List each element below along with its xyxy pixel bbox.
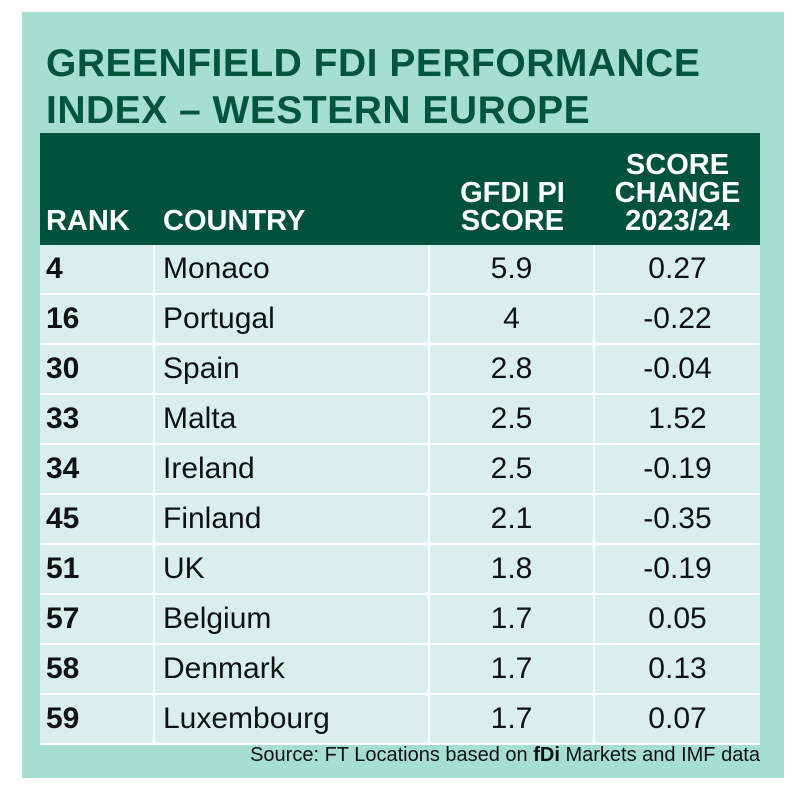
table-cell: 59 xyxy=(40,695,155,745)
table-row: 34 Ireland 2.5 -0.19 xyxy=(40,445,760,495)
table-row: 51 UK 1.8 -0.19 xyxy=(40,545,760,595)
table-cell: 33 xyxy=(40,395,155,445)
table-row: 57 Belgium 1.7 0.05 xyxy=(40,595,760,645)
table-cell: 2.1 xyxy=(430,495,595,545)
table-cell: 2.8 xyxy=(430,345,595,395)
table-cell: -0.22 xyxy=(595,295,760,345)
source-text: Source: FT Locations based on xyxy=(250,744,528,766)
table-row: 59 Luxembourg 1.7 0.07 xyxy=(40,695,760,745)
header-cell: SCORE CHANGE 2023/24 xyxy=(614,149,741,237)
source-text: Markets and IMF data xyxy=(565,744,760,766)
table-cell: 1.52 xyxy=(595,395,760,445)
table-cell: 1.8 xyxy=(430,545,595,595)
table-cell: -0.04 xyxy=(595,345,760,395)
table-cell: Finland xyxy=(155,495,430,545)
table-cell: 1.7 xyxy=(430,695,595,745)
table-cell: Spain xyxy=(155,345,430,395)
table-row: 58 Denmark 1.7 0.13 xyxy=(40,645,760,695)
table-row: 45 Finland 2.1 -0.35 xyxy=(40,495,760,545)
table-cell: Luxembourg xyxy=(155,695,430,745)
table-cell: Ireland xyxy=(155,445,430,495)
table-cell: UK xyxy=(155,545,430,595)
table-cell: 0.13 xyxy=(595,645,760,695)
table-cell: 45 xyxy=(40,495,155,545)
table-cell: Portugal xyxy=(155,295,430,345)
table-cell: 4 xyxy=(40,245,155,295)
table: RANK COUNTRY GFDI PI SCORE SCORE CHANGE … xyxy=(40,133,760,745)
table-row: 4 Monaco 5.9 0.27 xyxy=(40,245,760,295)
table-cell: 30 xyxy=(40,345,155,395)
table-cell: 1.7 xyxy=(430,595,595,645)
table-cell: -0.35 xyxy=(595,495,760,545)
panel: GREENFIELD FDI PERFORMANCE INDEX – WESTE… xyxy=(22,12,784,778)
table-cell: Monaco xyxy=(155,245,430,295)
table-cell: 57 xyxy=(40,595,155,645)
table-cell: 0.07 xyxy=(595,695,760,745)
title: GREENFIELD FDI PERFORMANCE INDEX – WESTE… xyxy=(46,42,701,132)
table-cell: 16 xyxy=(40,295,155,345)
header-cell: RANK xyxy=(46,205,130,237)
table-cell: 2.5 xyxy=(430,445,595,495)
header-cell: COUNTRY xyxy=(163,205,306,237)
table-row: 33 Malta 2.5 1.52 xyxy=(40,395,760,445)
table-body: 4 Monaco 5.9 0.27 16 Portugal 4 -0.22 30 Spain 2.8… xyxy=(40,245,760,745)
table-cell: 0.05 xyxy=(595,595,760,645)
table-cell: 1.7 xyxy=(430,645,595,695)
table-cell: Malta xyxy=(155,395,430,445)
table-row: 30 Spain 2.8 -0.04 xyxy=(40,345,760,395)
table-cell: -0.19 xyxy=(595,445,760,495)
table-cell: 58 xyxy=(40,645,155,695)
table-cell: Belgium xyxy=(155,595,430,645)
source-brand: fDi xyxy=(533,744,560,766)
table-cell: 2.5 xyxy=(430,395,595,445)
table-cell: 0.27 xyxy=(595,245,760,295)
table-cell: Denmark xyxy=(155,645,430,695)
header-cell: GFDI PI SCORE xyxy=(460,177,565,237)
table-cell: 34 xyxy=(40,445,155,495)
table-cell: 51 xyxy=(40,545,155,595)
table-cell: 4 xyxy=(430,295,595,345)
table-cell: 5.9 xyxy=(430,245,595,295)
source: Source: FT Locations based on fDi Market… xyxy=(250,744,760,767)
table-row: 16 Portugal 4 -0.22 xyxy=(40,295,760,345)
header-row: RANK COUNTRY GFDI PI SCORE SCORE CHANGE … xyxy=(40,133,760,245)
table-cell: -0.19 xyxy=(595,545,760,595)
